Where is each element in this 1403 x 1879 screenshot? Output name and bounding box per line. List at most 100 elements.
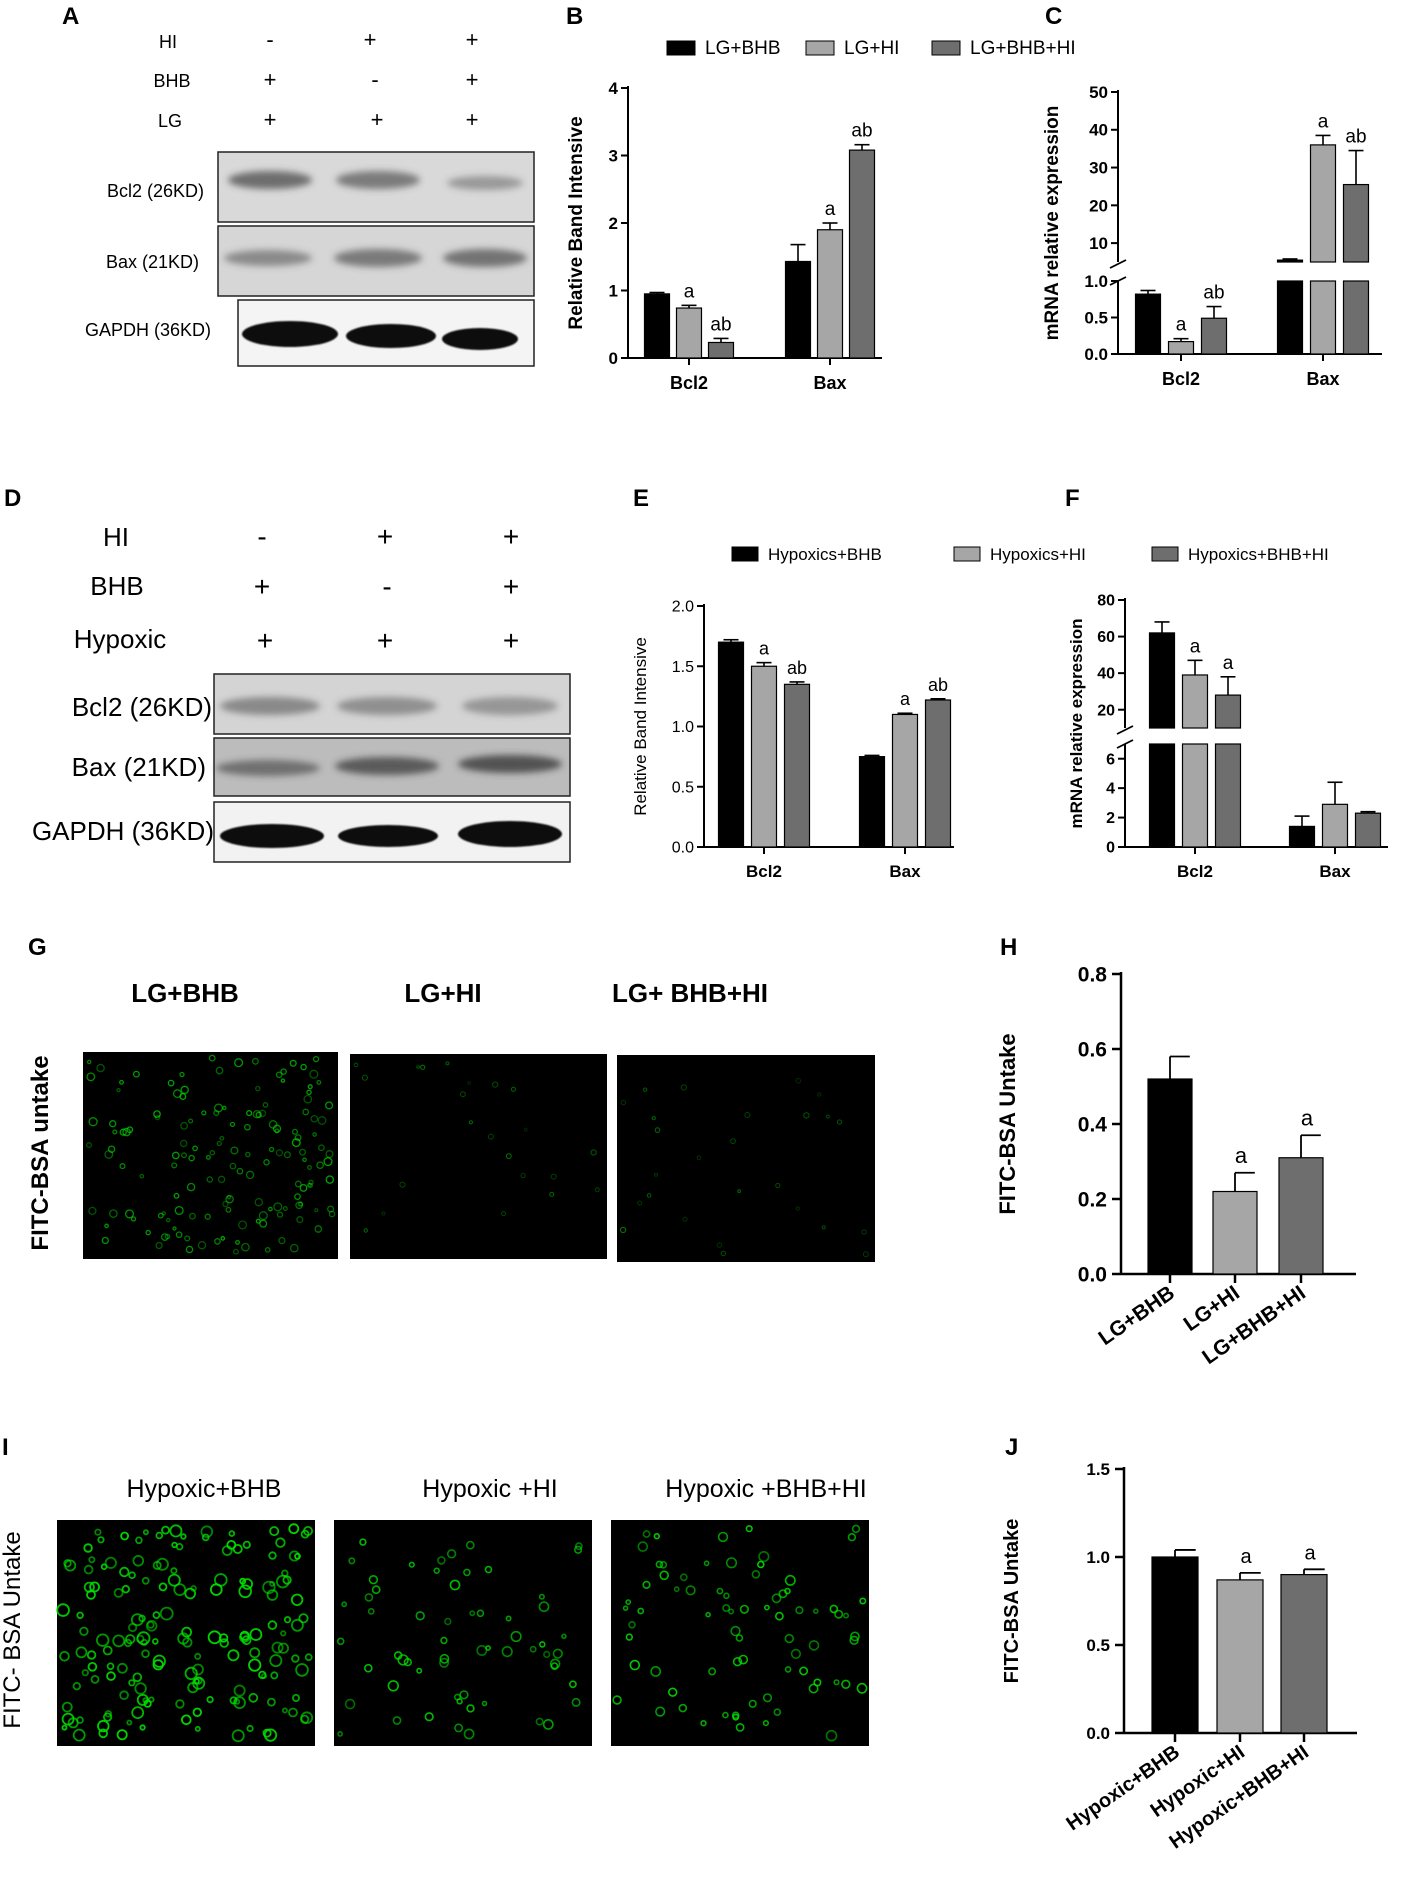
fluorescent-cell — [186, 1182, 196, 1192]
fluorescent-cell — [291, 1128, 299, 1135]
fluorescent-cell — [424, 1712, 434, 1722]
fluorescent-cell — [119, 1128, 127, 1136]
legend-swatch — [805, 40, 835, 56]
fluorescent-cell — [122, 1127, 131, 1137]
fluorescent-cell — [104, 1556, 117, 1569]
fluorescent-cell — [181, 1714, 192, 1726]
panel-letter-c: C — [1045, 3, 1062, 30]
y-tick-label: 6 — [1106, 751, 1115, 768]
fluorescent-cell — [745, 1525, 753, 1533]
fluorescent-cell — [281, 1569, 289, 1577]
fluorescent-cell — [730, 1625, 741, 1637]
y-tick-label: 0.2 — [1078, 1189, 1107, 1212]
fluorescent-cell — [109, 1120, 117, 1128]
fluorescent-cell — [476, 1645, 488, 1657]
fluorescent-cell — [571, 1697, 581, 1707]
fluorescent-cell — [152, 1638, 159, 1645]
significance-label: a — [1235, 1143, 1248, 1168]
bar — [1212, 1190, 1258, 1275]
fluorescent-cell — [169, 1524, 183, 1538]
fluorescent-cell — [219, 1638, 230, 1648]
fluorescent-cell — [659, 1561, 668, 1569]
fluorescent-cell — [179, 1071, 185, 1078]
fluorescent-cell — [650, 1666, 662, 1677]
fluorescent-cell — [130, 1216, 137, 1222]
fluorescent-cell — [449, 1579, 461, 1591]
fluorescent-cell — [194, 1725, 201, 1732]
x-tick-label: Bcl2 — [670, 373, 708, 393]
fluorescent-cell — [336, 1637, 345, 1646]
fluorescent-cell — [291, 1694, 300, 1703]
fluorescent-cell — [241, 1635, 252, 1646]
x-tick-label: Bax — [889, 862, 921, 881]
fluorescent-cell — [180, 1533, 187, 1540]
fluorescent-cell — [573, 1545, 583, 1554]
micro-i-row-label: FITC- BSA Untake — [0, 1531, 26, 1728]
fluorescent-cell — [188, 1212, 196, 1220]
y-tick-label: 0 — [609, 349, 618, 368]
fluorescent-cell — [723, 1592, 730, 1600]
fluorescent-cell — [104, 1223, 109, 1229]
bar — [858, 756, 886, 848]
fluorescent-cell — [171, 1541, 178, 1549]
bar — [1342, 183, 1370, 263]
fluorescent-cell — [83, 1564, 94, 1575]
fluorescent-cell — [98, 1728, 108, 1739]
fluorescent-cell — [282, 1575, 292, 1585]
fluorescent-cell — [363, 1228, 368, 1233]
bar — [848, 149, 876, 359]
fluorescent-cell — [294, 1193, 301, 1200]
y-tick-label: 1 — [609, 281, 618, 300]
fluorescent-cell — [208, 1054, 216, 1062]
fluorescent-cell — [756, 1560, 765, 1569]
fluorescent-cell — [294, 1134, 302, 1142]
fluorescent-cell — [363, 1663, 373, 1673]
y-tick-label: 30 — [1089, 159, 1108, 178]
fluorescent-cell — [106, 1671, 116, 1681]
fluorescent-cell — [245, 1170, 255, 1180]
fluorescent-cell — [420, 1064, 426, 1070]
fluorescent-cell — [628, 1621, 636, 1629]
axis-break-mark — [1109, 276, 1127, 286]
fluorescent-cell — [269, 1526, 280, 1537]
y-tick-label: 1.5 — [672, 659, 694, 676]
fluorescent-cell — [184, 1235, 191, 1242]
y-tick-label: 1.0 — [1084, 272, 1108, 291]
panel-letter-b: B — [566, 3, 583, 30]
fluorescent-cell — [113, 1588, 124, 1598]
legend-swatch — [953, 546, 981, 562]
y-tick-label: 40 — [1097, 666, 1115, 683]
fluorescent-cell — [72, 1681, 81, 1691]
fluorescent-cell — [637, 1607, 645, 1615]
legend-label: LG+BHB — [705, 38, 781, 59]
significance-label: a — [1304, 1542, 1316, 1564]
fluorescent-cell — [302, 1108, 310, 1116]
fluorescent-cell — [239, 1630, 250, 1641]
fluorescent-cell — [314, 1207, 319, 1213]
fluorescent-cell — [280, 1078, 286, 1083]
bar — [1181, 674, 1209, 729]
fluorescent-cell — [341, 1601, 348, 1608]
fluorescent-cell — [307, 1165, 312, 1170]
fluorescent-cell — [444, 1617, 452, 1626]
fluorescent-cell — [300, 1529, 310, 1539]
significance-label: a — [1176, 315, 1187, 336]
fluorescent-cell — [728, 1608, 735, 1615]
fluorescent-cell — [795, 1078, 802, 1084]
fluorescent-cell — [295, 1663, 309, 1677]
fluorescent-cell — [218, 1633, 229, 1643]
fluorescent-cell — [505, 1615, 512, 1622]
fluorescent-cell — [244, 1123, 251, 1131]
chart-e: 0.0 0.5 1.0 1.5 2.0 Relative Band Intensive Bc… — [631, 545, 1329, 881]
fluorescent-cell — [510, 1630, 522, 1643]
blot-d-mark: + — [503, 521, 519, 552]
fluorescent-cell — [131, 1706, 145, 1719]
fluorescent-cell — [291, 1138, 301, 1148]
fluorescent-cell — [625, 1599, 632, 1605]
panel-letter-a: A — [62, 3, 79, 30]
blot-band — [346, 324, 436, 348]
fluorescent-cell — [283, 1616, 292, 1624]
fluorescent-cell — [459, 1690, 469, 1700]
fluorescent-cell — [76, 1716, 84, 1724]
fluorescent-cell — [298, 1201, 304, 1207]
